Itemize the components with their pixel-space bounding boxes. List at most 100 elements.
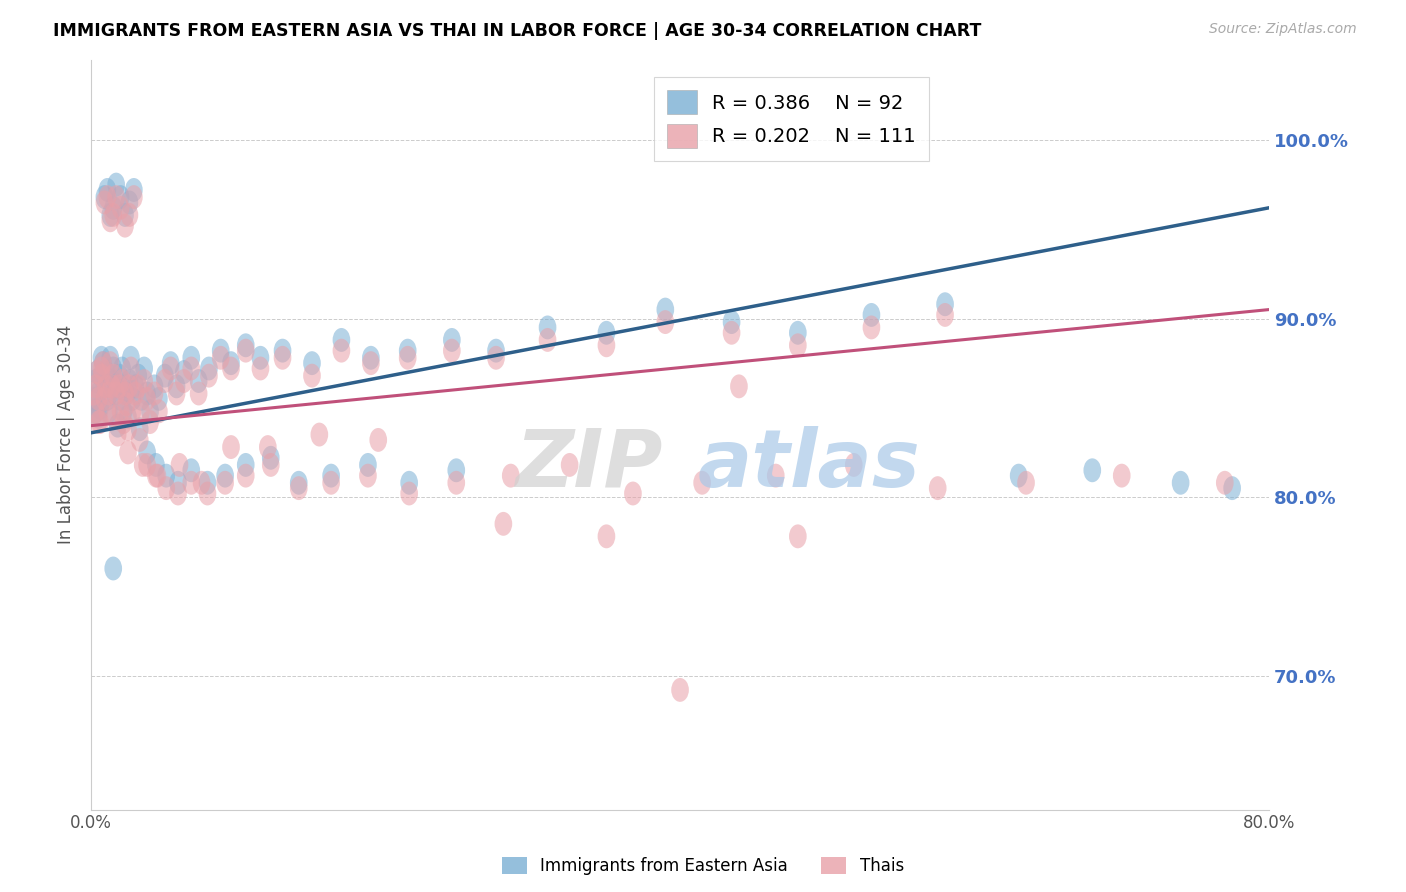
Ellipse shape: [115, 410, 132, 434]
Ellipse shape: [1171, 471, 1189, 495]
Ellipse shape: [693, 471, 711, 495]
Ellipse shape: [167, 382, 186, 406]
Ellipse shape: [183, 471, 200, 495]
Ellipse shape: [502, 464, 520, 488]
Ellipse shape: [443, 328, 461, 351]
Ellipse shape: [169, 482, 187, 506]
Ellipse shape: [1010, 464, 1028, 488]
Ellipse shape: [766, 464, 785, 488]
Ellipse shape: [657, 298, 673, 321]
Ellipse shape: [401, 482, 418, 506]
Y-axis label: In Labor Force | Age 30-34: In Labor Force | Age 30-34: [58, 325, 75, 544]
Ellipse shape: [401, 471, 418, 495]
Ellipse shape: [274, 346, 291, 370]
Ellipse shape: [259, 435, 277, 459]
Ellipse shape: [108, 423, 127, 447]
Ellipse shape: [132, 400, 150, 424]
Ellipse shape: [93, 346, 110, 370]
Ellipse shape: [104, 364, 122, 388]
Ellipse shape: [150, 400, 167, 424]
Ellipse shape: [146, 382, 163, 406]
Ellipse shape: [1223, 476, 1241, 500]
Ellipse shape: [117, 214, 134, 237]
Ellipse shape: [1114, 464, 1130, 488]
Ellipse shape: [138, 453, 156, 477]
Ellipse shape: [936, 293, 953, 316]
Ellipse shape: [222, 357, 240, 381]
Ellipse shape: [236, 453, 254, 477]
Ellipse shape: [176, 369, 193, 393]
Ellipse shape: [236, 339, 254, 363]
Ellipse shape: [236, 464, 254, 488]
Ellipse shape: [198, 482, 217, 506]
Ellipse shape: [107, 375, 125, 399]
Ellipse shape: [118, 382, 135, 406]
Ellipse shape: [111, 196, 129, 219]
Ellipse shape: [120, 441, 136, 465]
Ellipse shape: [129, 364, 148, 388]
Ellipse shape: [333, 339, 350, 363]
Ellipse shape: [167, 375, 186, 399]
Ellipse shape: [131, 417, 149, 442]
Ellipse shape: [111, 387, 129, 411]
Ellipse shape: [561, 453, 578, 477]
Ellipse shape: [97, 360, 115, 384]
Ellipse shape: [97, 375, 115, 399]
Ellipse shape: [598, 524, 616, 549]
Ellipse shape: [217, 464, 233, 488]
Ellipse shape: [723, 321, 741, 344]
Ellipse shape: [96, 191, 114, 214]
Ellipse shape: [87, 400, 104, 424]
Ellipse shape: [359, 453, 377, 477]
Ellipse shape: [443, 339, 461, 363]
Ellipse shape: [370, 428, 387, 452]
Ellipse shape: [114, 357, 131, 381]
Ellipse shape: [93, 364, 110, 388]
Ellipse shape: [100, 400, 118, 424]
Ellipse shape: [93, 364, 110, 388]
Ellipse shape: [863, 303, 880, 326]
Ellipse shape: [138, 387, 156, 411]
Ellipse shape: [156, 364, 173, 388]
Ellipse shape: [125, 186, 142, 209]
Ellipse shape: [624, 482, 641, 506]
Ellipse shape: [104, 557, 122, 581]
Ellipse shape: [120, 405, 136, 429]
Ellipse shape: [290, 476, 308, 500]
Ellipse shape: [120, 417, 136, 442]
Ellipse shape: [447, 458, 465, 483]
Ellipse shape: [90, 410, 107, 434]
Ellipse shape: [200, 364, 218, 388]
Ellipse shape: [322, 464, 340, 488]
Ellipse shape: [134, 453, 152, 477]
Ellipse shape: [90, 382, 107, 406]
Ellipse shape: [304, 351, 321, 376]
Ellipse shape: [157, 476, 176, 500]
Ellipse shape: [94, 351, 111, 376]
Ellipse shape: [149, 464, 166, 488]
Ellipse shape: [863, 316, 880, 339]
Ellipse shape: [363, 346, 380, 370]
Ellipse shape: [162, 357, 180, 381]
Ellipse shape: [359, 464, 377, 488]
Ellipse shape: [789, 524, 807, 549]
Ellipse shape: [107, 173, 125, 196]
Ellipse shape: [363, 351, 380, 376]
Ellipse shape: [103, 375, 121, 399]
Ellipse shape: [104, 196, 122, 219]
Ellipse shape: [222, 435, 240, 459]
Ellipse shape: [447, 471, 465, 495]
Ellipse shape: [98, 387, 117, 411]
Legend: Immigrants from Eastern Asia, Thais: Immigrants from Eastern Asia, Thais: [495, 850, 911, 882]
Ellipse shape: [129, 375, 148, 399]
Text: ZIP: ZIP: [515, 425, 662, 504]
Ellipse shape: [183, 346, 200, 370]
Ellipse shape: [170, 453, 188, 477]
Ellipse shape: [100, 382, 118, 406]
Ellipse shape: [488, 346, 505, 370]
Ellipse shape: [122, 357, 139, 381]
Ellipse shape: [98, 178, 117, 202]
Ellipse shape: [135, 369, 153, 393]
Ellipse shape: [124, 400, 141, 424]
Ellipse shape: [290, 471, 308, 495]
